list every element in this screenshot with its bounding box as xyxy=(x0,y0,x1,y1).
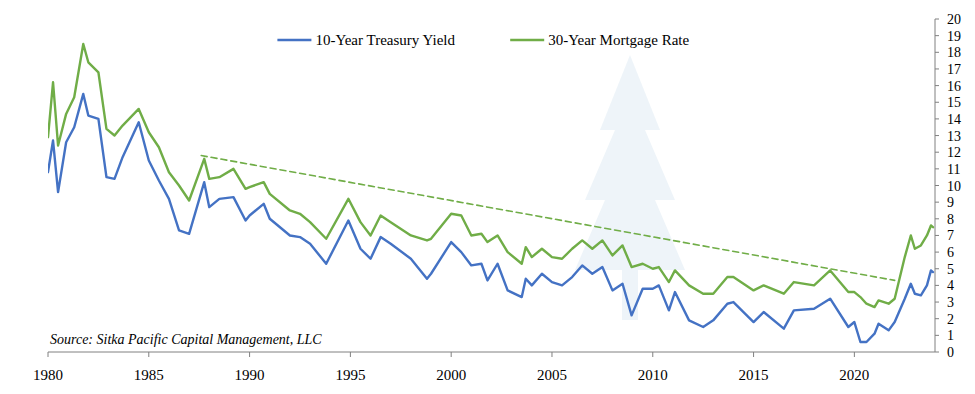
x-tick-label: 2000 xyxy=(436,367,466,383)
x-tick-label: 1990 xyxy=(235,367,265,383)
axes: 1980198519901995200020052010201520200123… xyxy=(33,12,961,383)
y-tick-label: 10 xyxy=(947,179,961,194)
x-tick-label: 2010 xyxy=(638,367,668,383)
legend: 10-Year Treasury Yield 30-Year Mortgage R… xyxy=(277,32,689,48)
y-tick-label: 13 xyxy=(947,129,961,144)
x-tick-label: 2005 xyxy=(537,367,567,383)
y-tick-label: 2 xyxy=(947,312,954,327)
x-tick-label: 2020 xyxy=(839,367,869,383)
y-tick-label: 12 xyxy=(947,145,961,160)
y-tick xyxy=(935,285,939,286)
y-tick xyxy=(935,235,939,236)
y-tick xyxy=(935,135,939,136)
y-tick xyxy=(935,352,939,353)
x-tick-label: 1980 xyxy=(33,367,63,383)
y-tick-label: 17 xyxy=(947,62,961,77)
y-tick xyxy=(935,252,939,253)
y-tick-label: 7 xyxy=(947,228,954,243)
source-note: Source: Sitka Pacific Capital Management… xyxy=(50,332,322,347)
x-axis-line xyxy=(48,352,935,353)
legend-swatch xyxy=(510,39,544,42)
y-tick xyxy=(935,335,939,336)
y-tick xyxy=(935,318,939,319)
legend-label: 30-Year Mortgage Rate xyxy=(548,32,689,48)
y-tick xyxy=(935,302,939,303)
y-tick xyxy=(935,152,939,153)
y-tick xyxy=(935,185,939,186)
y-tick-label: 0 xyxy=(947,345,954,360)
y-tick-label: 4 xyxy=(947,278,954,293)
y-tick-label: 14 xyxy=(947,112,961,127)
y-tick xyxy=(935,118,939,119)
series-line xyxy=(48,44,933,307)
y-tick-label: 1 xyxy=(947,328,954,343)
x-tick xyxy=(249,352,250,357)
y-tick xyxy=(935,168,939,169)
x-tick xyxy=(350,352,351,357)
y-tick-label: 11 xyxy=(947,162,960,177)
y-tick-label: 19 xyxy=(947,29,961,44)
y-tick-label: 8 xyxy=(947,212,954,227)
y-tick xyxy=(935,268,939,269)
y-tick xyxy=(935,19,939,20)
y-tick-label: 6 xyxy=(947,245,954,260)
x-tick xyxy=(551,352,552,357)
x-tick-label: 1995 xyxy=(335,367,365,383)
plot-area xyxy=(48,44,933,342)
y-tick xyxy=(935,202,939,203)
x-tick-label: 1985 xyxy=(134,367,164,383)
x-tick xyxy=(48,352,49,357)
x-tick xyxy=(148,352,149,357)
legend-label: 10-Year Treasury Yield xyxy=(315,32,455,48)
y-tick-label: 9 xyxy=(947,195,954,210)
y-tick-label: 15 xyxy=(947,95,961,110)
y-tick xyxy=(935,68,939,69)
y-tick-label: 5 xyxy=(947,262,954,277)
y-tick xyxy=(935,218,939,219)
x-tick xyxy=(753,352,754,357)
chart: 1980198519901995200020052010201520200123… xyxy=(0,0,975,394)
y-tick xyxy=(935,102,939,103)
x-tick xyxy=(652,352,653,357)
y-tick-label: 3 xyxy=(947,295,954,310)
x-tick xyxy=(451,352,452,357)
y-tick xyxy=(935,85,939,86)
series-line xyxy=(48,94,933,342)
legend-swatch xyxy=(277,39,311,42)
y-tick xyxy=(935,35,939,36)
y-tick-label: 16 xyxy=(947,79,961,94)
y-tick-label: 18 xyxy=(947,45,961,60)
x-tick-label: 2015 xyxy=(739,367,769,383)
y-tick xyxy=(935,52,939,53)
x-tick xyxy=(854,352,855,357)
y-tick-label: 20 xyxy=(947,12,961,27)
